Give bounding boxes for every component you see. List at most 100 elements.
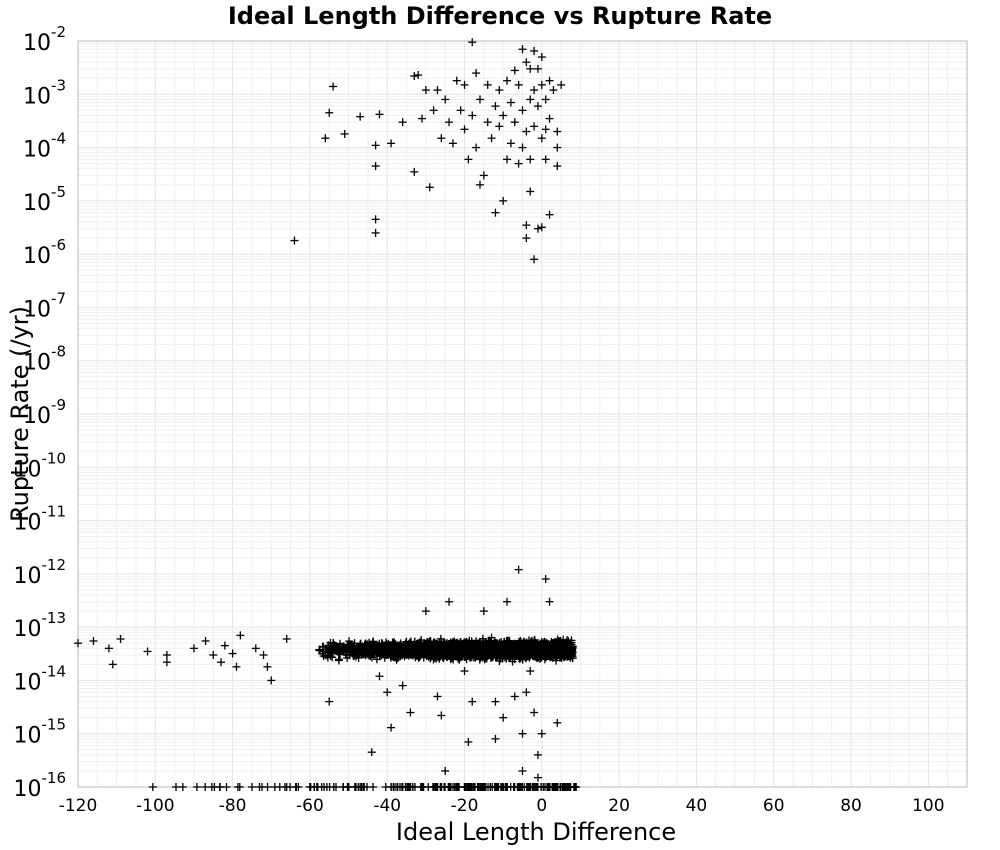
data-point bbox=[499, 111, 508, 120]
data-point bbox=[441, 766, 450, 775]
x-tick-label: 20 bbox=[608, 796, 630, 816]
data-point bbox=[518, 106, 527, 115]
data-point bbox=[375, 672, 384, 681]
data-point bbox=[514, 159, 523, 168]
data-point bbox=[460, 125, 469, 134]
data-point bbox=[530, 255, 539, 264]
data-point bbox=[391, 640, 400, 649]
data-point bbox=[522, 652, 531, 661]
y-tick-label: 10-8 bbox=[23, 343, 66, 376]
data-point bbox=[143, 647, 152, 656]
data-point bbox=[559, 645, 568, 654]
data-point bbox=[557, 80, 566, 89]
data-point bbox=[545, 210, 554, 219]
data-point bbox=[435, 639, 444, 648]
data-point bbox=[532, 649, 541, 658]
data-point bbox=[422, 647, 431, 656]
data-point bbox=[441, 95, 450, 104]
data-point bbox=[418, 114, 427, 123]
data-point bbox=[402, 783, 411, 791]
data-point bbox=[526, 667, 535, 676]
data-points bbox=[74, 38, 581, 791]
data-point bbox=[162, 651, 171, 660]
data-point bbox=[465, 648, 474, 657]
data-point bbox=[425, 651, 434, 660]
data-point bbox=[460, 80, 469, 89]
data-point bbox=[533, 64, 542, 73]
data-point bbox=[456, 638, 465, 647]
data-point bbox=[371, 228, 380, 237]
data-point bbox=[387, 139, 396, 148]
data-point bbox=[116, 634, 125, 643]
data-point bbox=[483, 118, 492, 127]
data-point bbox=[522, 58, 531, 67]
data-point bbox=[551, 649, 560, 658]
data-point bbox=[251, 644, 260, 653]
data-point bbox=[381, 783, 390, 791]
data-point bbox=[531, 651, 540, 660]
data-point bbox=[363, 783, 372, 791]
data-point bbox=[533, 102, 542, 111]
data-point bbox=[371, 141, 380, 150]
data-point bbox=[506, 139, 515, 148]
x-tick-label: -100 bbox=[136, 796, 175, 816]
data-point bbox=[472, 143, 481, 152]
data-point bbox=[510, 692, 519, 701]
data-point bbox=[510, 66, 519, 75]
data-point bbox=[389, 639, 398, 648]
data-point bbox=[526, 187, 535, 196]
data-point bbox=[263, 662, 272, 671]
data-point bbox=[217, 658, 226, 667]
data-point bbox=[340, 129, 349, 138]
data-point bbox=[428, 640, 437, 649]
data-point bbox=[486, 641, 495, 650]
y-axis-ticks: 10-16 10-15 10-14 10-13 10-12 10-11 10-10 10-9 1… bbox=[14, 23, 67, 802]
data-point bbox=[452, 643, 461, 652]
data-point bbox=[445, 118, 454, 127]
grid bbox=[77, 41, 968, 788]
data-point bbox=[386, 647, 395, 656]
data-point bbox=[464, 737, 473, 746]
data-point bbox=[341, 650, 350, 659]
data-point bbox=[320, 783, 329, 791]
data-point bbox=[189, 644, 198, 653]
data-point bbox=[468, 111, 477, 120]
data-point bbox=[515, 783, 524, 791]
data-point bbox=[408, 783, 417, 791]
x-tick-label: 0 bbox=[536, 796, 547, 816]
data-point bbox=[486, 642, 495, 651]
data-point bbox=[366, 646, 375, 655]
data-point bbox=[522, 127, 531, 136]
data-point bbox=[545, 114, 554, 123]
data-point bbox=[506, 98, 515, 107]
data-point bbox=[510, 118, 519, 127]
data-point bbox=[522, 688, 531, 697]
data-point bbox=[375, 110, 384, 119]
data-point bbox=[518, 766, 527, 775]
x-tick-label: 60 bbox=[763, 796, 785, 816]
data-point bbox=[387, 723, 396, 732]
data-point bbox=[537, 53, 546, 62]
data-point bbox=[541, 575, 550, 584]
data-point bbox=[310, 783, 319, 791]
data-point bbox=[215, 783, 224, 791]
data-point bbox=[473, 640, 482, 649]
y-tick-label: 10-12 bbox=[14, 556, 67, 589]
data-point bbox=[361, 639, 370, 648]
data-point bbox=[481, 638, 490, 647]
data-point bbox=[541, 125, 550, 134]
data-point bbox=[162, 658, 171, 667]
data-point bbox=[503, 76, 512, 85]
data-point bbox=[445, 597, 454, 606]
data-point bbox=[496, 650, 505, 659]
data-point bbox=[356, 112, 365, 121]
data-point bbox=[345, 644, 354, 653]
data-point bbox=[383, 688, 392, 697]
data-point bbox=[228, 649, 237, 658]
data-point bbox=[392, 652, 401, 661]
data-point bbox=[479, 607, 488, 616]
data-point bbox=[491, 208, 500, 217]
data-point bbox=[491, 102, 500, 111]
data-point bbox=[398, 118, 407, 127]
data-point bbox=[406, 644, 415, 653]
